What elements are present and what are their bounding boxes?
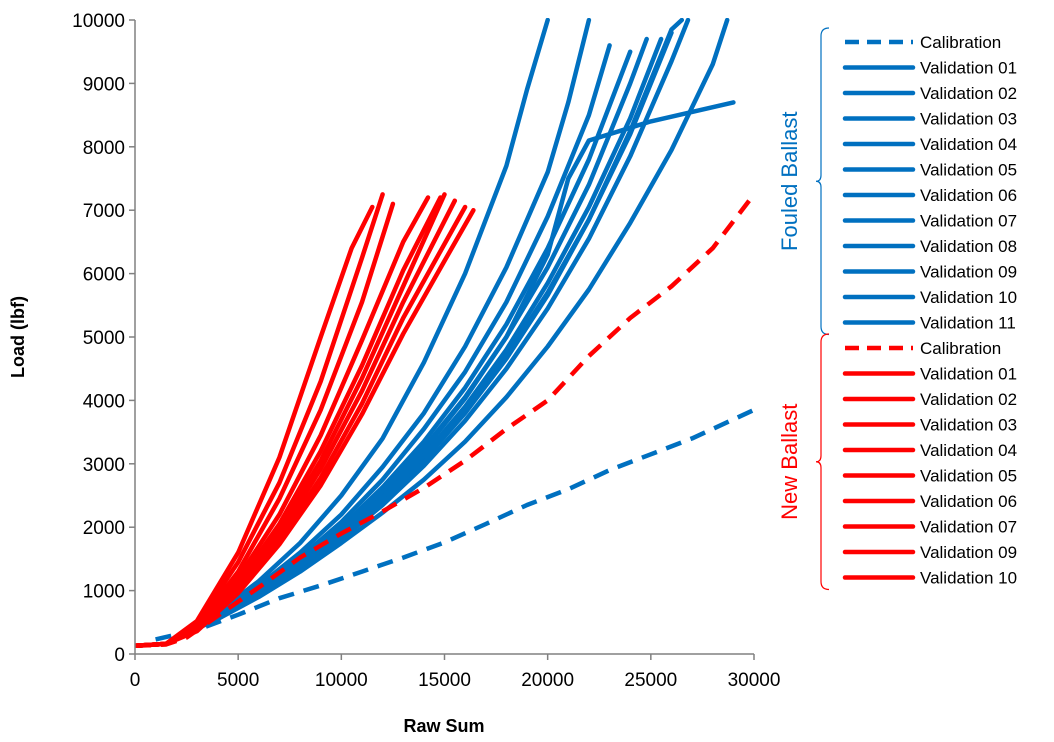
legend-label: Validation 09 [920, 263, 1017, 282]
group-label-new-ballast: New Ballast [777, 404, 802, 520]
legend-label: Validation 03 [920, 416, 1017, 435]
series-fouled-ballast-validation-11 [174, 18, 730, 641]
y-tick-label: 2000 [83, 518, 125, 539]
series-fouled-ballast-calibration [155, 407, 755, 642]
x-tick-label: 25000 [624, 670, 677, 691]
series-new-ballast-validation-10 [135, 207, 476, 649]
legend-label: Validation 01 [920, 365, 1017, 384]
legend-label: Validation 06 [920, 186, 1017, 205]
axes-layer: 0 1000 2000 3000 4000 5000 6000 7000 8000 9000 100… [72, 11, 780, 691]
group-label-fouled-ballast: Fouled Ballast [777, 112, 802, 251]
legend-label: Calibration [920, 339, 1001, 358]
legend-label: Validation 04 [920, 441, 1017, 460]
legend-label: Validation 10 [920, 569, 1017, 588]
brace-fouled-ballast [815, 27, 830, 336]
y-tick-label: 0 [114, 645, 125, 666]
y-tick-label: 6000 [83, 265, 125, 286]
series-fouled-ballast-validation-01 [174, 18, 550, 641]
x-axis-title: Raw Sum [403, 716, 484, 736]
legend: Calibration Validation 01 Validation 02 Val… [777, 27, 1017, 591]
y-tick-label: 9000 [83, 74, 125, 95]
legend-label: Validation 08 [920, 237, 1017, 256]
legend-label: Calibration [920, 33, 1001, 52]
y-tick-label: 4000 [83, 391, 125, 412]
legend-label: Validation 03 [920, 110, 1017, 129]
y-tick-label: 3000 [83, 455, 125, 476]
legend-label: Validation 02 [920, 84, 1017, 103]
legend-label: Validation 04 [920, 135, 1017, 154]
y-tick-label: 10000 [72, 11, 125, 32]
y-tick-label: 7000 [83, 201, 125, 222]
legend-label: Validation 05 [920, 161, 1017, 180]
legend-label: Validation 02 [920, 390, 1017, 409]
x-tick-label: 30000 [728, 670, 781, 691]
y-tick-label: 5000 [83, 328, 125, 349]
legend-label: Validation 07 [920, 212, 1017, 231]
y-axis-title: Load (lbf) [8, 296, 28, 378]
legend-label: Validation 09 [920, 543, 1017, 562]
legend-label: Validation 01 [920, 59, 1017, 78]
legend-label: Validation 05 [920, 467, 1017, 486]
legend-label: Validation 10 [920, 288, 1017, 307]
brace-new-ballast [815, 333, 830, 591]
legend-label: Validation 07 [920, 518, 1017, 537]
series-fouled-ballast-validation-10 [174, 36, 664, 641]
series-layer [135, 18, 756, 649]
legend-label: Validation 06 [920, 492, 1017, 511]
x-tick-label: 10000 [315, 670, 368, 691]
y-tick-label: 8000 [83, 138, 125, 159]
x-tick-label: 5000 [217, 670, 259, 691]
x-tick-label: 20000 [521, 670, 574, 691]
legend-label: Validation 11 [920, 314, 1016, 333]
y-tick-label: 1000 [83, 582, 125, 603]
x-tick-label: 0 [130, 670, 141, 691]
x-tick-label: 15000 [418, 670, 471, 691]
